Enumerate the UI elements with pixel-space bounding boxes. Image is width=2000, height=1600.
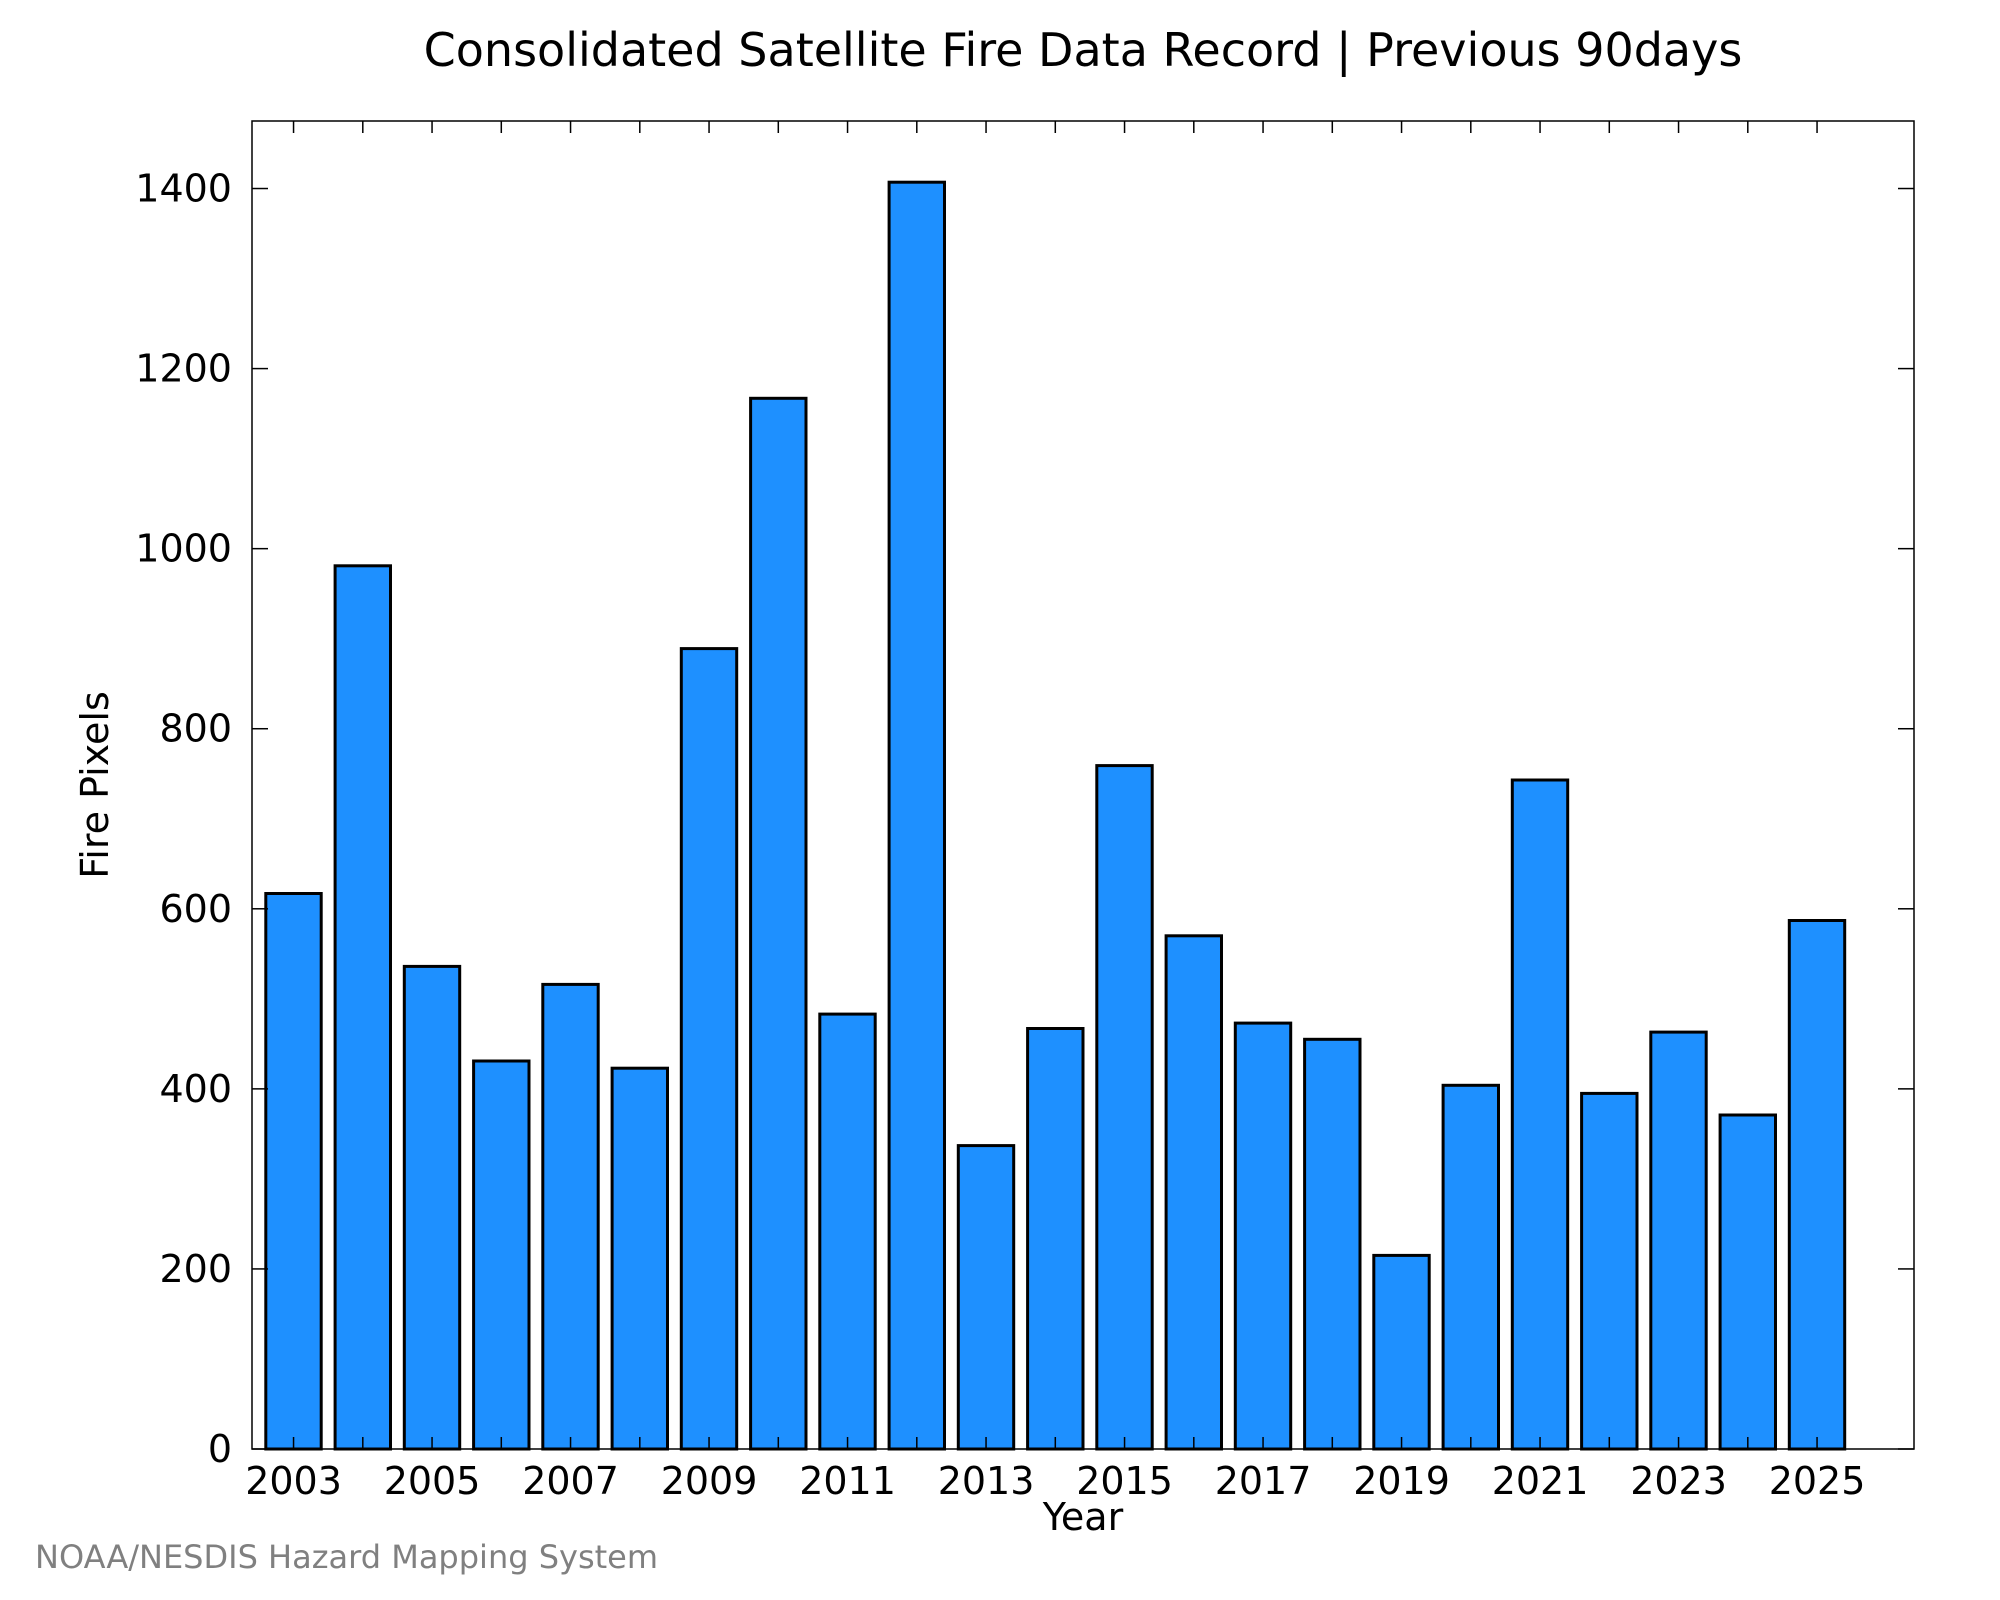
bar-2011	[818, 1012, 877, 1451]
x-tick-label: 2005	[384, 1459, 481, 1503]
y-tick-label: 400	[159, 1067, 232, 1111]
x-axis-label: Year	[1042, 1495, 1124, 1539]
y-tick-label: 1000	[135, 527, 232, 571]
bar-2004	[333, 564, 393, 1451]
bar-2022	[1580, 1091, 1639, 1451]
bar-2016	[1164, 934, 1223, 1451]
y-tick-label: 1200	[135, 347, 232, 391]
plot-frame	[251, 120, 1915, 1450]
y-tick-label: 1400	[135, 167, 232, 211]
bar-2021	[1510, 778, 1570, 1451]
x-tick-label: 2009	[661, 1459, 758, 1503]
x-tick-label: 2023	[1630, 1459, 1727, 1503]
bar-2003	[264, 892, 323, 1451]
x-tick-label: 2013	[938, 1459, 1035, 1503]
x-tick-label: 2019	[1353, 1459, 1450, 1503]
y-tick-label: 0	[208, 1427, 232, 1471]
x-tick-label: 2021	[1492, 1459, 1589, 1503]
bar-2009	[679, 647, 739, 1451]
bar-2024	[1718, 1113, 1777, 1451]
bar-2005	[402, 964, 462, 1451]
x-tick-label: 2011	[799, 1459, 896, 1503]
x-tick-label: 2007	[522, 1459, 619, 1503]
y-tick-label: 600	[159, 887, 232, 931]
ticks-group: 2003 2005 2007 2009 2011 2013 2015 2017 2019 2021…	[135, 121, 1914, 1503]
y-tick-label: 200	[159, 1247, 232, 1291]
bar-2019	[1372, 1253, 1431, 1451]
bar-2015	[1095, 764, 1154, 1451]
bar-2020	[1441, 1083, 1500, 1451]
bar-2023	[1649, 1030, 1708, 1451]
bar-2017	[1233, 1021, 1293, 1451]
credit-text: NOAA/NESDIS Hazard Mapping System	[35, 1538, 659, 1576]
bar-2025	[1787, 919, 1847, 1451]
bar-2013	[956, 1144, 1016, 1451]
x-tick-label: 2017	[1215, 1459, 1312, 1503]
x-tick-label: 2025	[1769, 1459, 1866, 1503]
y-tick-label: 800	[159, 707, 232, 751]
chart-title: Consolidated Satellite Fire Data Record …	[424, 23, 1743, 78]
x-tick-label: 2003	[245, 1459, 342, 1503]
bar-2012	[887, 180, 946, 1451]
x-tick-label: 2015	[1076, 1459, 1173, 1503]
bar-2006	[472, 1059, 531, 1451]
bar-2018	[1303, 1037, 1362, 1451]
bar-2010	[749, 396, 808, 1451]
y-axis-label: Fire Pixels	[73, 691, 117, 879]
bar-2007	[541, 982, 600, 1451]
bars-group	[264, 180, 1847, 1451]
bar-2008	[610, 1066, 669, 1451]
bar-2014	[1026, 1027, 1085, 1451]
